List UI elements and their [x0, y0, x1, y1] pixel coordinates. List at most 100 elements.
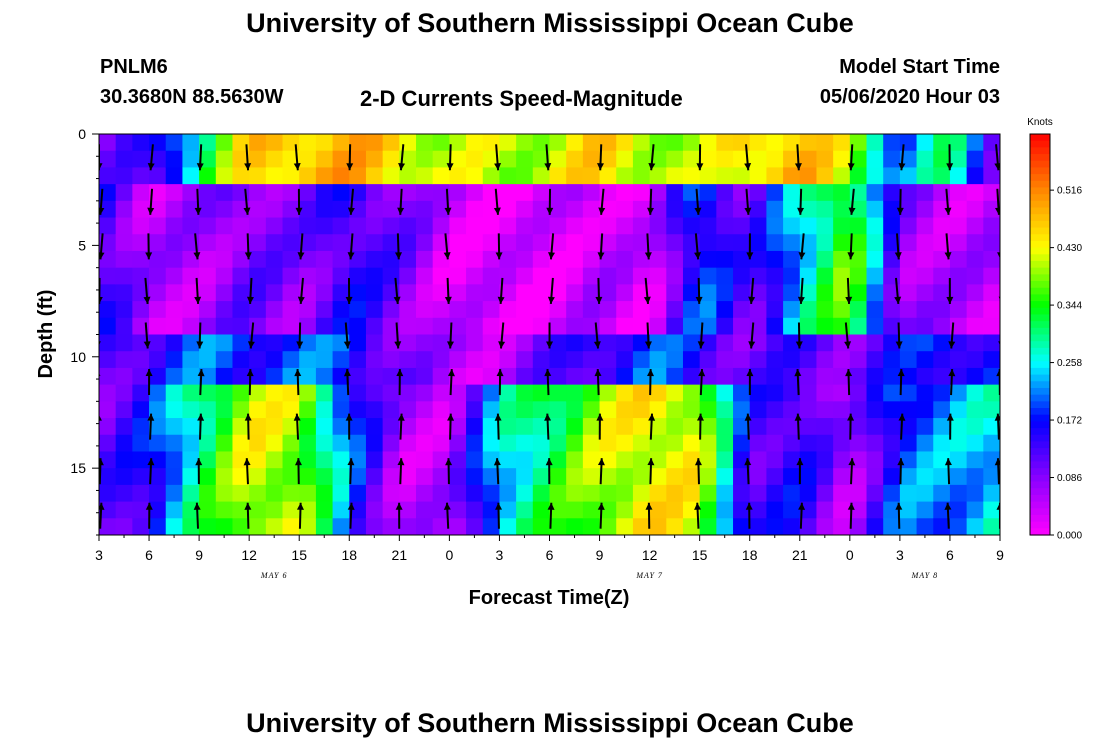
heatmap-cell [833, 200, 851, 219]
heatmap-cell [733, 351, 751, 369]
heatmap-cell [249, 401, 267, 419]
heatmap-cell [516, 384, 534, 402]
heatmap-cell [149, 401, 167, 419]
heatmap-cell [115, 234, 133, 252]
heatmap-cell [849, 250, 868, 269]
heatmap-cell [416, 284, 434, 302]
heatmap-cell [866, 334, 884, 352]
heatmap-cell [632, 217, 651, 235]
heatmap-cell [399, 200, 417, 219]
velocity-arrow [795, 322, 803, 349]
heatmap-cell [682, 367, 701, 386]
heatmap-cell [132, 501, 150, 519]
heatmap-cell [315, 250, 334, 269]
heatmap-cell [582, 384, 601, 402]
heatmap-cell [149, 468, 167, 486]
colorbar-segment [1030, 448, 1050, 456]
heatmap-cell [132, 267, 150, 285]
colorbar-segment [1030, 194, 1050, 202]
heatmap-cell [916, 334, 934, 352]
arrow-head [494, 163, 502, 171]
heatmap-cell [883, 367, 901, 386]
heatmap-cell [282, 468, 300, 486]
colorbar-segment [1030, 281, 1050, 289]
velocity-arrow [99, 502, 105, 529]
arrow-head [894, 296, 902, 304]
heatmap-cell [949, 150, 968, 169]
heatmap-cell [983, 217, 1000, 235]
heatmap-cell [232, 434, 250, 453]
heatmap-cell [549, 200, 567, 219]
arrow-head [293, 413, 301, 421]
heatmap-cell [315, 167, 334, 185]
velocity-arrow [495, 502, 503, 529]
heatmap-cell [549, 250, 567, 269]
velocity-arrow [345, 277, 353, 304]
heatmap-cell [232, 418, 250, 436]
heatmap-cell [432, 518, 450, 535]
heatmap-cell [833, 501, 851, 519]
heatmap-cell [849, 284, 868, 302]
heatmap-cell [482, 367, 501, 386]
arrow-head [193, 502, 201, 510]
heatmap-cell [416, 434, 434, 453]
colorbar-segment [1030, 227, 1050, 235]
heatmap-cell [716, 267, 734, 285]
heatmap-cell [582, 200, 601, 219]
heatmap-cell [182, 167, 200, 185]
colorbar-segment [1030, 160, 1050, 169]
heatmap-cell [833, 150, 851, 169]
arrow-head [548, 252, 556, 260]
velocity-arrow [696, 413, 704, 440]
arrow-head [694, 458, 702, 466]
colorbar-segment [1030, 147, 1050, 155]
heatmap-cell [199, 334, 217, 352]
heatmap-cell [132, 150, 150, 169]
heatmap-cell [249, 167, 267, 185]
arrow-head [994, 458, 1000, 466]
heatmap-cell [199, 451, 217, 469]
heatmap-cell [532, 234, 551, 252]
heatmap-cell [265, 184, 284, 202]
heatmap-cell [949, 434, 968, 453]
heatmap-cell [315, 468, 334, 486]
heatmap-cell [115, 518, 133, 535]
heatmap-cell [666, 451, 684, 469]
arrow-head [343, 341, 351, 349]
heatmap-cell [349, 267, 367, 285]
velocity-arrow [647, 188, 654, 215]
heatmap-cell [165, 468, 184, 486]
heatmap-cell [365, 200, 384, 219]
heatmap-cell [249, 501, 267, 519]
heatmap-cell [816, 334, 834, 352]
heatmap-cell [666, 501, 684, 519]
heatmap-cell [666, 150, 684, 169]
x-tick-label: 6 [145, 547, 153, 563]
heatmap-cell [566, 150, 584, 169]
heatmap-cell [616, 468, 634, 486]
heatmap-cell [199, 217, 217, 235]
arrow-head [694, 252, 702, 260]
heatmap-cell [432, 301, 450, 319]
arrow-head [994, 163, 1000, 171]
arrow-head [694, 207, 702, 215]
heatmap-cell [666, 418, 684, 436]
heatmap-cell [949, 284, 968, 302]
heatmap-cell [349, 217, 367, 235]
heatmap-cell [716, 284, 734, 302]
heatmap-cell [215, 418, 234, 436]
heatmap-cell [632, 200, 651, 219]
heatmap-cell [966, 451, 984, 469]
arrow-head [347, 207, 355, 215]
heatmap-cell [799, 301, 818, 319]
y-axis-title: Depth (ft) [35, 290, 57, 379]
heatmap-cell [432, 334, 450, 352]
heatmap-cell [315, 401, 334, 419]
heatmap-cell [716, 468, 734, 486]
colorbar-segment [1030, 528, 1050, 536]
heatmap-cell [182, 200, 200, 219]
heatmap-cell [282, 267, 300, 285]
colorbar-tick-label: 0.086 [1057, 473, 1082, 484]
heatmap-cell [733, 234, 751, 252]
arrow-head [244, 163, 252, 171]
